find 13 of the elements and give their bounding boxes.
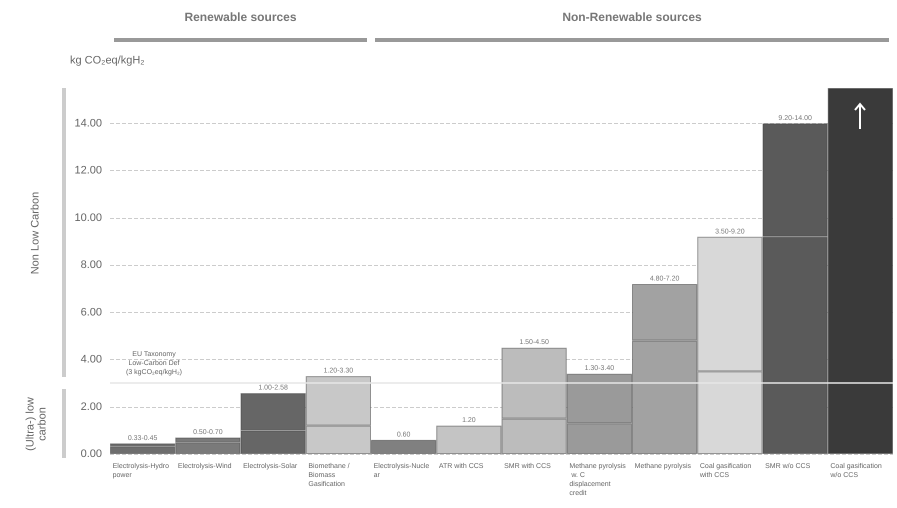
- y-tick-label: 8.00: [80, 259, 102, 272]
- text: Non Low Carbon: [29, 190, 43, 276]
- y-tick-label: 10.00: [74, 212, 102, 224]
- y-axis-title: kg CO₂eq/kgH₂: [70, 54, 145, 66]
- y-tick-label: 4.00: [80, 354, 102, 366]
- text: Non-Renewable sources: [561, 10, 703, 24]
- y-tick-label: 14.00: [74, 117, 102, 130]
- text: Renewable sources: [183, 10, 298, 24]
- y-tick-label: 2.00: [80, 400, 102, 413]
- y-tick-label: 6.00: [80, 306, 102, 318]
- y-tick-label: 0.00: [80, 448, 102, 460]
- y-tick-label: 12.00: [74, 164, 102, 177]
- text: (Ultra-) low carbon: [23, 396, 49, 452]
